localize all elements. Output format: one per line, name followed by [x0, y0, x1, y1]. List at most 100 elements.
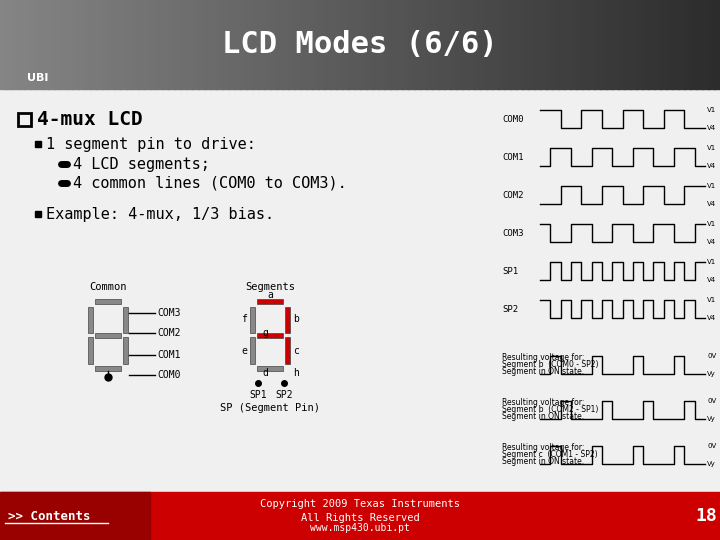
Bar [594, 0, 601, 89]
Bar [690, 0, 697, 89]
Bar [114, 0, 121, 89]
Text: Resulting voltage for:: Resulting voltage for: [502, 443, 585, 451]
Text: Vy: Vy [707, 416, 716, 422]
Text: SP (Segment Pin): SP (Segment Pin) [220, 403, 320, 413]
Text: V4: V4 [707, 315, 716, 321]
Text: V1: V1 [707, 259, 716, 265]
Text: Segment in ON state.: Segment in ON state. [502, 411, 584, 421]
Bar [600, 0, 607, 89]
Bar [408, 0, 415, 89]
Bar [522, 0, 529, 89]
Bar [306, 0, 313, 89]
Text: SP1: SP1 [249, 390, 267, 400]
Bar [84, 0, 91, 89]
Bar [672, 0, 679, 89]
Text: V1: V1 [707, 297, 716, 303]
Bar [570, 0, 577, 89]
Bar [30, 0, 37, 89]
Text: Resulting voltage for:: Resulting voltage for: [502, 397, 585, 407]
Bar [564, 0, 571, 89]
Text: LCD Modes (6/6): LCD Modes (6/6) [222, 30, 498, 59]
Bar [480, 0, 487, 89]
Text: 18: 18 [695, 507, 717, 525]
Text: f: f [241, 314, 247, 324]
Bar [618, 0, 625, 89]
Text: V4: V4 [707, 125, 716, 131]
Bar [35, 211, 41, 217]
Bar [420, 0, 427, 89]
Text: V4: V4 [707, 277, 716, 283]
Bar [0, 492, 150, 540]
Bar [426, 0, 433, 89]
Bar [318, 0, 325, 89]
Bar [330, 0, 337, 89]
Bar [714, 0, 720, 89]
Text: 1 segment pin to drive:: 1 segment pin to drive: [46, 137, 256, 152]
Bar [174, 0, 181, 89]
Bar [186, 0, 193, 89]
Bar [285, 337, 290, 363]
Text: COM1: COM1 [157, 350, 181, 360]
Text: Segments: Segments [245, 282, 295, 292]
Text: Segment b  (COM0 - SP2): Segment b (COM0 - SP2) [502, 360, 598, 369]
Text: e: e [241, 346, 247, 356]
Text: h: h [293, 368, 299, 378]
Bar [630, 0, 637, 89]
Bar [162, 0, 169, 89]
Text: 4-mux LCD: 4-mux LCD [37, 110, 143, 129]
Bar [624, 0, 631, 89]
Bar [540, 0, 547, 89]
Bar [312, 0, 319, 89]
Bar [0, 0, 7, 89]
Text: 4 common lines (COM0 to COM3).: 4 common lines (COM0 to COM3). [73, 176, 347, 191]
Bar [198, 0, 205, 89]
Bar [285, 307, 290, 333]
Bar [132, 0, 139, 89]
Bar [156, 0, 163, 89]
Bar [234, 0, 241, 89]
Bar [696, 0, 703, 89]
Text: Vy: Vy [707, 461, 716, 467]
Bar [288, 0, 295, 89]
Bar [72, 0, 79, 89]
Text: COM0: COM0 [157, 370, 181, 380]
Bar [336, 0, 343, 89]
Bar [88, 337, 93, 363]
Bar [96, 0, 103, 89]
Text: COM0: COM0 [502, 114, 523, 124]
Bar [88, 307, 93, 333]
Bar [666, 0, 673, 89]
Text: COM1: COM1 [502, 153, 523, 161]
Bar [444, 0, 451, 89]
Text: All Rights Reserved: All Rights Reserved [301, 514, 419, 523]
Bar [468, 0, 475, 89]
Bar [90, 0, 97, 89]
Bar [294, 0, 301, 89]
Bar [396, 0, 403, 89]
Text: SP2: SP2 [275, 390, 293, 400]
Bar [138, 0, 145, 89]
Text: b: b [293, 314, 299, 324]
Bar [18, 0, 25, 89]
Bar [708, 0, 715, 89]
Bar [95, 333, 121, 338]
Text: Common: Common [89, 282, 127, 292]
Bar [282, 0, 289, 89]
Bar [102, 0, 109, 89]
Bar [123, 307, 128, 333]
Text: V4: V4 [707, 163, 716, 169]
Bar [95, 366, 121, 371]
Bar [54, 0, 61, 89]
Bar [588, 0, 595, 89]
Bar [257, 366, 283, 371]
Text: >> Contents: >> Contents [8, 510, 91, 523]
Bar [222, 0, 229, 89]
Bar [258, 0, 265, 89]
Bar [246, 0, 253, 89]
Text: SP2: SP2 [502, 305, 518, 314]
Bar [636, 0, 643, 89]
Text: COM3: COM3 [502, 228, 523, 238]
Text: Segment in ON state.: Segment in ON state. [502, 457, 584, 465]
Text: Segment in ON state.: Segment in ON state. [502, 367, 584, 376]
Bar [204, 0, 211, 89]
